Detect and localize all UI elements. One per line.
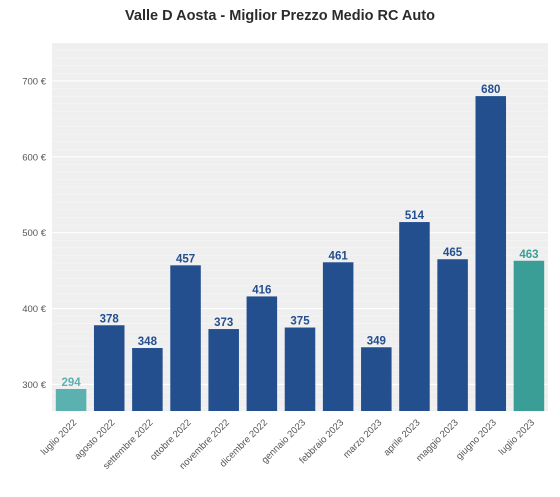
- y-tick-label: 400 €: [22, 304, 46, 315]
- x-tick-label: luglio 2023: [497, 417, 537, 457]
- bar: [437, 259, 468, 411]
- data-label: 680: [481, 84, 500, 96]
- data-label: 514: [405, 210, 425, 222]
- bar: [55, 388, 87, 411]
- chart-title: Valle D Aosta - Miglior Prezzo Medio RC …: [125, 8, 435, 24]
- bar: [322, 262, 354, 411]
- data-label: 375: [290, 316, 310, 328]
- y-tick-label: 500 €: [22, 228, 46, 239]
- data-label: 378: [100, 313, 120, 325]
- y-tick-label: 300 €: [22, 380, 46, 391]
- x-tick-label: marzo 2023: [341, 417, 384, 460]
- data-labels: 294 378 348 457 373 416 375 461 349 514 465 680 463: [61, 84, 538, 389]
- data-label: 294: [61, 377, 81, 389]
- y-axis-ticks: 300 € 400 € 500 € 600 € 700 €: [22, 76, 46, 391]
- data-label: 461: [329, 250, 349, 262]
- y-tick-label: 700 €: [22, 76, 46, 87]
- data-label: 416: [252, 284, 271, 296]
- bar: [399, 222, 430, 411]
- bar: [208, 329, 239, 411]
- x-tick-label: giugno 2023: [454, 417, 499, 462]
- y-tick-label: 600 €: [22, 152, 46, 163]
- bar: [475, 96, 507, 411]
- bar: [513, 260, 545, 411]
- bar: [284, 327, 316, 411]
- bar: [246, 296, 278, 411]
- data-label: 465: [443, 247, 463, 259]
- x-tick-label: luglio 2022: [39, 417, 79, 457]
- bar: [361, 347, 392, 411]
- bar: [132, 348, 163, 411]
- data-label: 349: [367, 335, 386, 347]
- data-label: 457: [176, 253, 195, 265]
- bar: [93, 325, 125, 411]
- data-label: 348: [138, 336, 158, 348]
- data-label: 373: [214, 317, 233, 329]
- data-label: 463: [519, 249, 538, 261]
- bar: [170, 265, 201, 411]
- x-tick-label: aprile 2023: [382, 417, 423, 458]
- bars: [55, 96, 545, 411]
